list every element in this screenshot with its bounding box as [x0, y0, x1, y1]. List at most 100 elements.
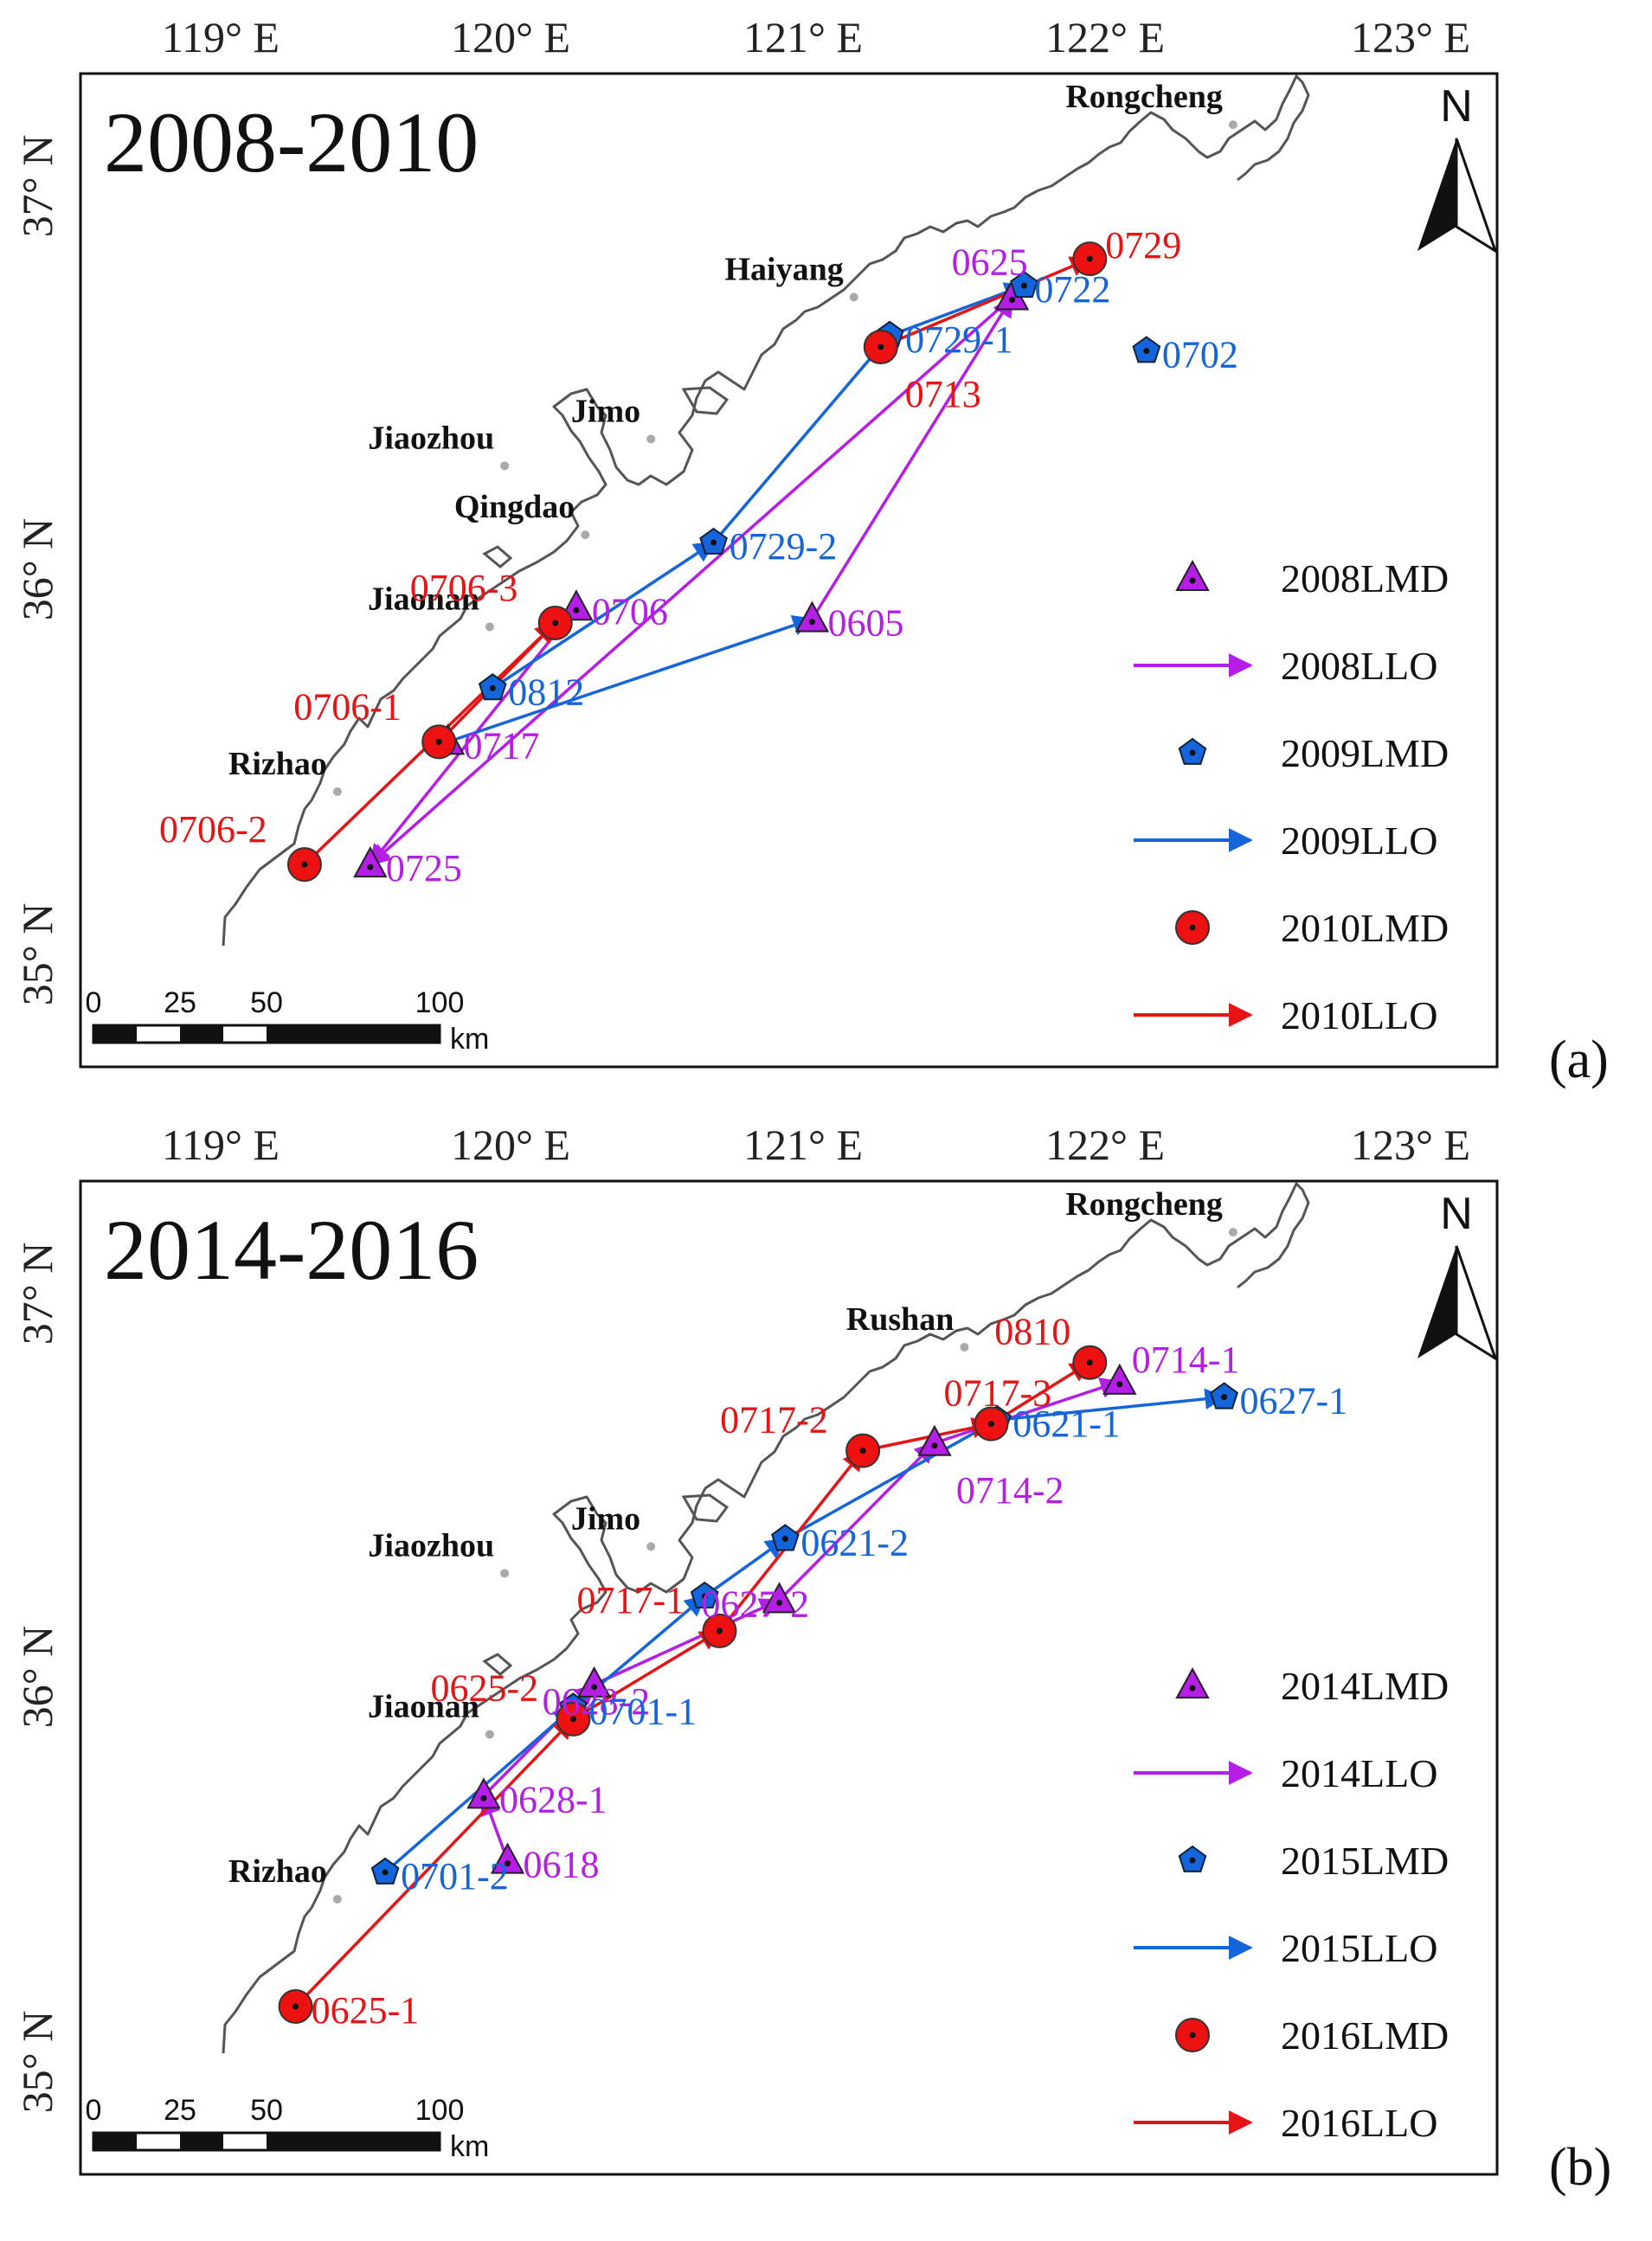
event-label: 0621-1 [1012, 1403, 1121, 1445]
city-dot [646, 1542, 656, 1551]
event-track [704, 1538, 787, 1598]
event-marker [974, 1406, 1009, 1442]
event-marker [762, 1582, 797, 1614]
lat-label: 37° N [13, 135, 61, 238]
lat-label: 36° N [13, 1626, 61, 1729]
legend-label: 2008LLO [1281, 644, 1437, 688]
map-frame-a [79, 72, 1499, 1069]
city-dot [1228, 1228, 1237, 1237]
event-label: 0605 [827, 602, 903, 645]
event-track [997, 1388, 1226, 1422]
north-arrow-icon [1417, 138, 1456, 251]
legend-label: 2009LMD [1281, 731, 1449, 775]
city-label: Jiaonan [368, 1688, 479, 1724]
legend-label: 2010LLO [1281, 993, 1437, 1037]
city-label: Haiyang [725, 251, 844, 287]
city-label: Jiaonan [368, 581, 479, 617]
lon-label: 120° E [451, 13, 570, 61]
event-marker [699, 527, 728, 555]
lat-label: 36° N [13, 518, 61, 621]
scale-bar-a: 0 25 50 100 km [86, 986, 490, 1056]
event-marker [286, 847, 322, 883]
lat-label: 35° N [13, 2011, 61, 2114]
lon-label: 122° E [1045, 1120, 1165, 1169]
city-dot [332, 1894, 342, 1904]
event-label: 0714-2 [956, 1469, 1064, 1512]
city-dot [1228, 120, 1237, 130]
event-marker [794, 600, 830, 632]
event-label: 0625 [952, 241, 1028, 283]
event-label: 0706-3 [410, 567, 518, 609]
event-label: 0627-1 [1240, 1380, 1348, 1422]
event-label: 0810 [994, 1311, 1070, 1353]
event-label: 0717-2 [720, 1399, 828, 1442]
panel-label-b: (b) [1549, 2138, 1611, 2197]
event-label: 0713 [905, 373, 981, 415]
lat-labels-a: 37° N 36° N 35° N [13, 135, 61, 1006]
event-label: 0618 [524, 1844, 600, 1886]
event-track [369, 607, 578, 867]
lon-label: 119° E [162, 1120, 280, 1169]
lon-labels-a: 119° E 120° E 121° E 122° E 123° E [162, 13, 1470, 61]
scale-tick-label: 100 [415, 986, 465, 1019]
city-labels-a: Rongcheng Haiyang Jimo Jiaozhou Qingdao Jiaon… [228, 79, 1237, 796]
lat-labels-b: 37° N 36° N 35° N [13, 1243, 61, 2114]
event-marker [1132, 336, 1161, 363]
panel-b: 119° E 120° E 121° E 122° E 123° E 37° N… [13, 1120, 1611, 2197]
islands-b [482, 1493, 730, 1676]
scale-tick-label: 25 [164, 2094, 196, 2127]
event-label: 0625-2 [430, 1667, 538, 1710]
event-marker [490, 1842, 525, 1874]
event-marker [771, 1524, 800, 1551]
event-label: 0714-1 [1132, 1339, 1240, 1381]
event-marker [690, 1581, 719, 1609]
lon-label: 123° E [1351, 13, 1470, 61]
event-marker [1072, 1345, 1108, 1380]
legend-label: 2015LMD [1281, 1839, 1449, 1883]
event-label: 0625-1 [312, 1989, 420, 2032]
panel-title-a: 2008-2010 [104, 94, 479, 190]
legend-label: 2010LMD [1281, 906, 1449, 950]
event-label: 0812 [508, 671, 584, 713]
event-track [492, 541, 716, 690]
event-marker [466, 1777, 501, 1809]
event-marker [1102, 1363, 1137, 1395]
event-track [447, 615, 814, 744]
coastline-b [222, 1182, 1310, 2054]
legend-symbol [1175, 2018, 1210, 2052]
city-label: Rushan [846, 1301, 955, 1338]
north-arrow-icon [1417, 1246, 1456, 1358]
event-labels-b: 0714-1 0714-2 0627-2 0628-2 0628-1 0618 0627-1… [312, 1311, 1348, 2032]
legend-a: 2008LMD 2008LLO 2009LMD 2009LLO 2010LMD 2010L… [1134, 556, 1449, 1037]
lon-label: 122° E [1045, 13, 1165, 61]
event-marker [556, 1701, 591, 1737]
event-marker [370, 1857, 400, 1885]
scale-tick-label: 50 [250, 986, 283, 1019]
legend-label: 2016LLO [1281, 2101, 1437, 2145]
lat-label: 35° N [13, 903, 61, 1006]
city-dot [500, 461, 510, 471]
map-frame-b [79, 1179, 1499, 2176]
north-arrow-a: N [1417, 81, 1498, 254]
scale-tick-label: 0 [86, 986, 102, 1019]
city-label: Jiaozhou [368, 420, 494, 456]
city-dot [485, 622, 494, 632]
legend-symbol [1178, 1845, 1207, 1872]
legend-label: 2008LMD [1281, 556, 1449, 600]
scale-tick-label: 25 [164, 986, 196, 1019]
lon-label: 123° E [1351, 1120, 1470, 1169]
event-label: 0729 [1105, 224, 1181, 266]
legend-label: 2014LLO [1281, 1751, 1437, 1795]
city-dot [960, 1343, 969, 1352]
scale-bar-b: 0 25 50 100 km [86, 2094, 490, 2163]
event-marker [863, 330, 898, 365]
scale-tick-label: 100 [415, 2094, 465, 2127]
legend-label: 2015LLO [1281, 1926, 1437, 1970]
city-dot [332, 787, 342, 796]
panel-a: 119° E 120° E 121° E 122° E 123° E 37° N… [13, 13, 1609, 1089]
north-arrow-icon [1455, 1245, 1498, 1362]
lon-label: 119° E [162, 13, 280, 61]
event-label: 0729-1 [905, 318, 1013, 361]
city-dot [581, 530, 590, 540]
